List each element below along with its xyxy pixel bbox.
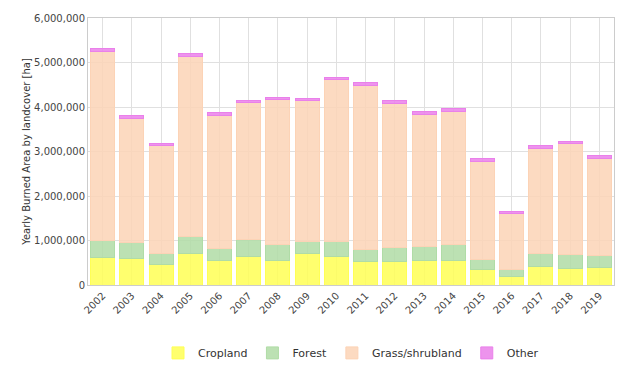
svg-text:2008: 2008 (257, 290, 283, 316)
svg-text:2018: 2018 (549, 290, 575, 316)
svg-text:2011: 2011 (345, 290, 371, 316)
svg-text:4,000,000: 4,000,000 (34, 102, 85, 113)
svg-text:2002: 2002 (82, 290, 108, 316)
svg-text:2013: 2013 (403, 290, 429, 316)
svg-text:2019: 2019 (579, 290, 605, 316)
svg-text:2017: 2017 (520, 290, 546, 316)
svg-text:2012: 2012 (374, 290, 400, 316)
svg-text:Forest: Forest (292, 347, 326, 360)
svg-text:Yearly Burned Area by landcove: Yearly Burned Area by landcover [ha] (21, 58, 32, 246)
svg-text:2004: 2004 (140, 290, 166, 316)
svg-text:2014: 2014 (432, 290, 458, 316)
svg-text:2010: 2010 (316, 290, 342, 316)
svg-text:Cropland: Cropland (198, 347, 247, 360)
svg-text:5,000,000: 5,000,000 (34, 57, 85, 68)
svg-text:2,000,000: 2,000,000 (34, 191, 85, 202)
svg-text:2003: 2003 (111, 290, 137, 316)
svg-text:6,000,000: 6,000,000 (34, 13, 85, 24)
svg-text:3,000,000: 3,000,000 (34, 146, 85, 157)
svg-text:0: 0 (79, 280, 85, 291)
svg-text:2015: 2015 (462, 290, 488, 316)
svg-text:2007: 2007 (228, 290, 254, 316)
svg-text:Grass/shrubland: Grass/shrubland (372, 347, 462, 360)
svg-text:2005: 2005 (169, 290, 195, 316)
svg-text:2016: 2016 (491, 290, 517, 316)
svg-text:Other: Other (507, 347, 539, 360)
svg-text:2009: 2009 (286, 290, 312, 316)
svg-text:2006: 2006 (199, 290, 225, 316)
svg-text:1,000,000: 1,000,000 (34, 235, 85, 246)
